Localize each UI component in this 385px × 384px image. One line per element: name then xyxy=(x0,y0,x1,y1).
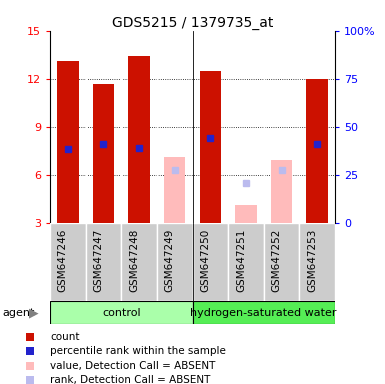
Text: count: count xyxy=(50,332,80,342)
Bar xyxy=(128,56,150,223)
Bar xyxy=(264,223,300,301)
Text: GSM647251: GSM647251 xyxy=(236,229,246,292)
Text: rank, Detection Call = ABSENT: rank, Detection Call = ABSENT xyxy=(50,375,211,384)
Text: value, Detection Call = ABSENT: value, Detection Call = ABSENT xyxy=(50,361,216,371)
Bar xyxy=(199,71,221,223)
Text: GSM647250: GSM647250 xyxy=(200,229,210,292)
Text: ▶: ▶ xyxy=(29,306,38,319)
Bar xyxy=(157,223,192,301)
Bar xyxy=(192,223,228,301)
Bar xyxy=(228,223,264,301)
Text: GSM647253: GSM647253 xyxy=(307,229,317,292)
Bar xyxy=(192,301,335,324)
Bar xyxy=(164,157,186,223)
Text: GSM647248: GSM647248 xyxy=(129,229,139,292)
Text: GSM647249: GSM647249 xyxy=(165,229,175,292)
Text: GSM647247: GSM647247 xyxy=(94,229,104,292)
Bar xyxy=(300,223,335,301)
Bar xyxy=(85,223,121,301)
Bar xyxy=(306,79,328,223)
Text: agent: agent xyxy=(2,308,34,318)
Title: GDS5215 / 1379735_at: GDS5215 / 1379735_at xyxy=(112,16,273,30)
Bar xyxy=(50,223,85,301)
Bar xyxy=(271,161,292,223)
Text: percentile rank within the sample: percentile rank within the sample xyxy=(50,346,226,356)
Bar xyxy=(235,205,257,223)
Bar xyxy=(93,84,114,223)
Text: hydrogen-saturated water: hydrogen-saturated water xyxy=(191,308,337,318)
Bar xyxy=(121,223,157,301)
Text: GSM647252: GSM647252 xyxy=(271,229,281,292)
Text: control: control xyxy=(102,308,141,318)
Text: GSM647246: GSM647246 xyxy=(58,229,68,292)
Bar xyxy=(57,61,79,223)
Bar xyxy=(50,301,192,324)
